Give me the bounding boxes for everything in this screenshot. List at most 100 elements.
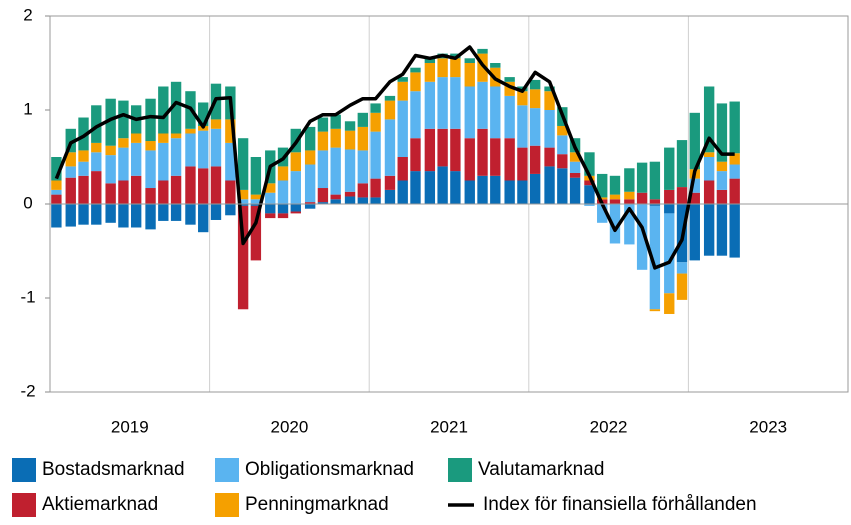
bar — [729, 101, 740, 154]
bar — [250, 157, 262, 195]
bar — [529, 79, 541, 90]
bar — [703, 204, 715, 256]
bar — [370, 112, 381, 132]
legend-swatch — [215, 493, 239, 517]
bar — [424, 128, 436, 172]
bar — [265, 204, 276, 214]
bar — [464, 86, 475, 139]
bar — [237, 204, 249, 206]
bar — [437, 77, 448, 129]
bar — [130, 175, 142, 204]
bar — [569, 152, 581, 162]
bar — [265, 213, 276, 219]
bar — [437, 128, 448, 167]
bar — [78, 161, 89, 176]
bar — [250, 205, 262, 261]
bar — [664, 189, 675, 204]
bar — [384, 119, 396, 176]
bar — [450, 128, 461, 172]
bar — [624, 199, 635, 204]
bar — [689, 112, 700, 170]
bar — [290, 152, 301, 172]
bar — [477, 128, 488, 176]
bar — [584, 180, 595, 186]
bar — [185, 204, 196, 225]
legend-label: Index för finansiella förhållanden — [483, 494, 757, 515]
bar — [557, 168, 568, 204]
bar — [649, 205, 661, 310]
bar — [649, 309, 661, 312]
bar — [130, 142, 142, 176]
y-tick-label: -2 — [20, 381, 35, 400]
bar — [105, 155, 116, 184]
bar — [609, 199, 621, 204]
bar — [304, 126, 316, 151]
bar — [344, 130, 356, 150]
legend-label: Obligationsmarknad — [245, 459, 414, 480]
bar — [397, 100, 408, 157]
bar — [676, 273, 688, 300]
bar — [517, 147, 528, 181]
bar — [544, 147, 555, 167]
bar — [664, 147, 675, 190]
bar — [118, 147, 129, 181]
bar — [544, 91, 555, 110]
bar — [237, 138, 249, 190]
bar — [437, 166, 448, 204]
bar — [250, 199, 262, 204]
bar — [65, 204, 76, 227]
bar — [370, 197, 381, 204]
bar — [437, 58, 448, 78]
bar — [344, 196, 356, 204]
bar — [664, 204, 675, 214]
bar — [78, 204, 89, 225]
bar — [397, 77, 408, 82]
bar — [317, 117, 329, 132]
bar — [597, 197, 608, 200]
bar — [357, 126, 369, 151]
bar — [557, 135, 568, 155]
bar — [158, 86, 169, 134]
bar — [265, 192, 276, 204]
bar — [277, 166, 289, 181]
legend-label: Penningmarknad — [245, 494, 389, 515]
bar — [210, 128, 222, 167]
bar — [504, 180, 515, 204]
bar — [210, 204, 222, 220]
bar — [170, 204, 182, 221]
bar — [729, 164, 740, 179]
bar — [185, 128, 196, 134]
bar — [225, 142, 236, 181]
bar — [91, 142, 102, 153]
legend-label: Aktiemarknad — [42, 494, 158, 515]
bar — [78, 117, 89, 151]
bar — [676, 187, 688, 204]
bar — [330, 147, 341, 195]
bar — [517, 105, 528, 148]
bar — [649, 204, 661, 206]
bar — [689, 178, 700, 193]
bar — [330, 128, 341, 148]
legend-swatch — [215, 458, 239, 482]
bar — [676, 262, 688, 274]
bar — [290, 171, 301, 204]
bar — [716, 103, 728, 162]
bar — [118, 138, 129, 148]
bar — [198, 102, 209, 126]
bar — [277, 213, 289, 219]
bar — [397, 157, 408, 181]
y-tick-label: 1 — [23, 99, 32, 118]
bar — [584, 204, 595, 206]
bar — [91, 204, 102, 225]
bar — [357, 112, 369, 127]
bar — [145, 98, 156, 142]
bar — [649, 161, 661, 200]
bar — [424, 81, 436, 129]
bar — [504, 77, 515, 82]
bar — [384, 189, 396, 204]
bar — [450, 77, 461, 129]
bar — [676, 140, 688, 188]
x-tick-label: 2022 — [590, 417, 628, 436]
bar — [304, 204, 316, 209]
